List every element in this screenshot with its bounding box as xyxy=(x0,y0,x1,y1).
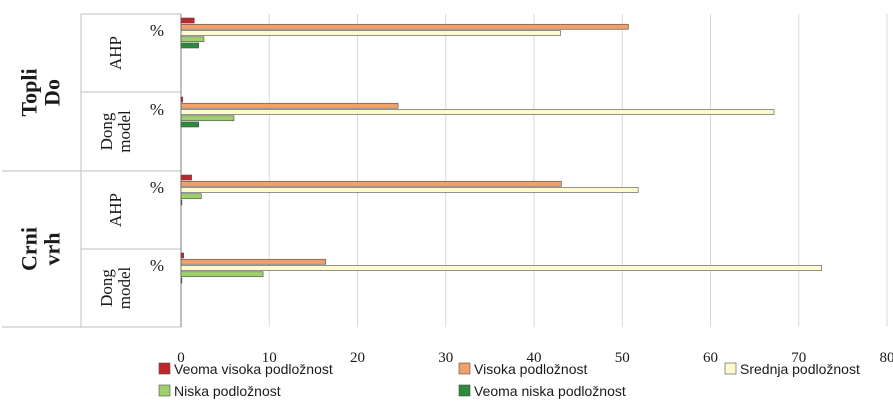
bar-topli-do-dong-model-visoka-podloznost xyxy=(180,102,399,109)
method-label-ahp: AHP xyxy=(106,36,125,70)
method-label-ahp: AHP xyxy=(106,193,125,227)
bar-topli-do-ahp-visoka-podloznost xyxy=(180,23,629,30)
x-tick-label: 30 xyxy=(438,350,453,366)
bar-topli-do-ahp-veoma-niska-podloznost xyxy=(180,42,199,49)
bars xyxy=(180,17,822,284)
legend-swatch xyxy=(724,362,737,375)
method-label-dong-model: Dongmodel xyxy=(97,266,134,309)
bar-crni-vrh-ahp-veoma-niska-podloznost xyxy=(180,199,183,206)
bar-topli-do-ahp-veoma-visoka-podloznost xyxy=(180,17,195,24)
x-tick-label: 50 xyxy=(615,350,630,366)
bar-crni-vrh-dong-model-niska-podloznost xyxy=(180,271,264,278)
legend-label: Srednja podložnost xyxy=(740,361,860,377)
legend-item-srednja-podloznost: Srednja podložnost xyxy=(724,361,860,377)
legend-item-niska-podloznost: Niska podložnost xyxy=(158,383,281,399)
method-label-dong-model: Dongmodel xyxy=(97,110,134,153)
legend-swatch xyxy=(458,362,471,375)
legend-label: Niska podložnost xyxy=(174,383,281,399)
legend-label: Visoka podložnost xyxy=(474,361,587,377)
bar-crni-vrh-dong-model-veoma-visoka-podloznost xyxy=(180,252,184,259)
unit-label: % xyxy=(150,21,164,40)
location-label-crni-vrh: Crnivrh xyxy=(17,227,65,271)
bar-topli-do-dong-model-veoma-niska-podloznost xyxy=(180,121,199,128)
bar-crni-vrh-ahp-visoka-podloznost xyxy=(180,180,562,187)
bar-topli-do-dong-model-niska-podloznost xyxy=(180,115,235,122)
bar-crni-vrh-dong-model-visoka-podloznost xyxy=(180,258,327,265)
unit-label: % xyxy=(150,100,164,119)
bar-topli-do-dong-model-srednja-podloznost xyxy=(180,109,775,115)
x-axis-ticks: 0 10 20 30 40 50 60 70 80 xyxy=(177,350,893,366)
legend-label: Veoma visoka podložnost xyxy=(174,361,333,377)
x-tick-label: 70 xyxy=(791,350,806,366)
legend-item-veoma-niska-podloznost: Veoma niska podložnost xyxy=(458,383,626,399)
bar-crni-vrh-ahp-srednja-podloznost xyxy=(180,187,639,193)
bar-crni-vrh-ahp-niska-podloznost xyxy=(180,193,202,200)
x-tick-label: 40 xyxy=(527,350,542,366)
legend: Veoma visoka podložnost Visoka podložnost… xyxy=(158,361,860,399)
category-frame xyxy=(2,13,182,328)
gridlines xyxy=(180,14,888,327)
bar-crni-vrh-dong-model-veoma-niska-podloznost xyxy=(180,277,183,284)
category-labels: TopliDo AHP% Dongmodel% Crnivrh AHP% Dongmode… xyxy=(17,21,165,309)
bar-topli-do-ahp-niska-podloznost xyxy=(180,36,205,43)
x-tick-label: 60 xyxy=(703,350,718,366)
x-tick-label: 10 xyxy=(262,350,277,366)
x-tick-label: 0 xyxy=(177,350,185,366)
legend-swatch xyxy=(158,362,171,375)
x-tick-label: 80 xyxy=(880,350,893,366)
bar-crni-vrh-dong-model-srednja-podloznost xyxy=(180,265,822,271)
legend-swatch xyxy=(158,384,171,397)
bar-crni-vrh-ahp-veoma-visoka-podloznost xyxy=(180,174,192,181)
location-label-topli-do: TopliDo xyxy=(17,68,65,116)
legend-label: Veoma niska podložnost xyxy=(474,383,626,399)
legend-swatch xyxy=(458,384,471,397)
bar-topli-do-ahp-srednja-podloznost xyxy=(180,30,561,36)
legend-item-visoka-podloznost: Visoka podložnost xyxy=(458,361,587,377)
unit-label: % xyxy=(150,178,164,197)
x-tick-label: 20 xyxy=(350,350,365,366)
legend-item-veoma-visoka-podloznost: Veoma visoka podložnost xyxy=(158,361,333,377)
unit-label: % xyxy=(150,256,164,275)
bar-topli-do-dong-model-veoma-visoka-podloznost xyxy=(180,96,184,103)
